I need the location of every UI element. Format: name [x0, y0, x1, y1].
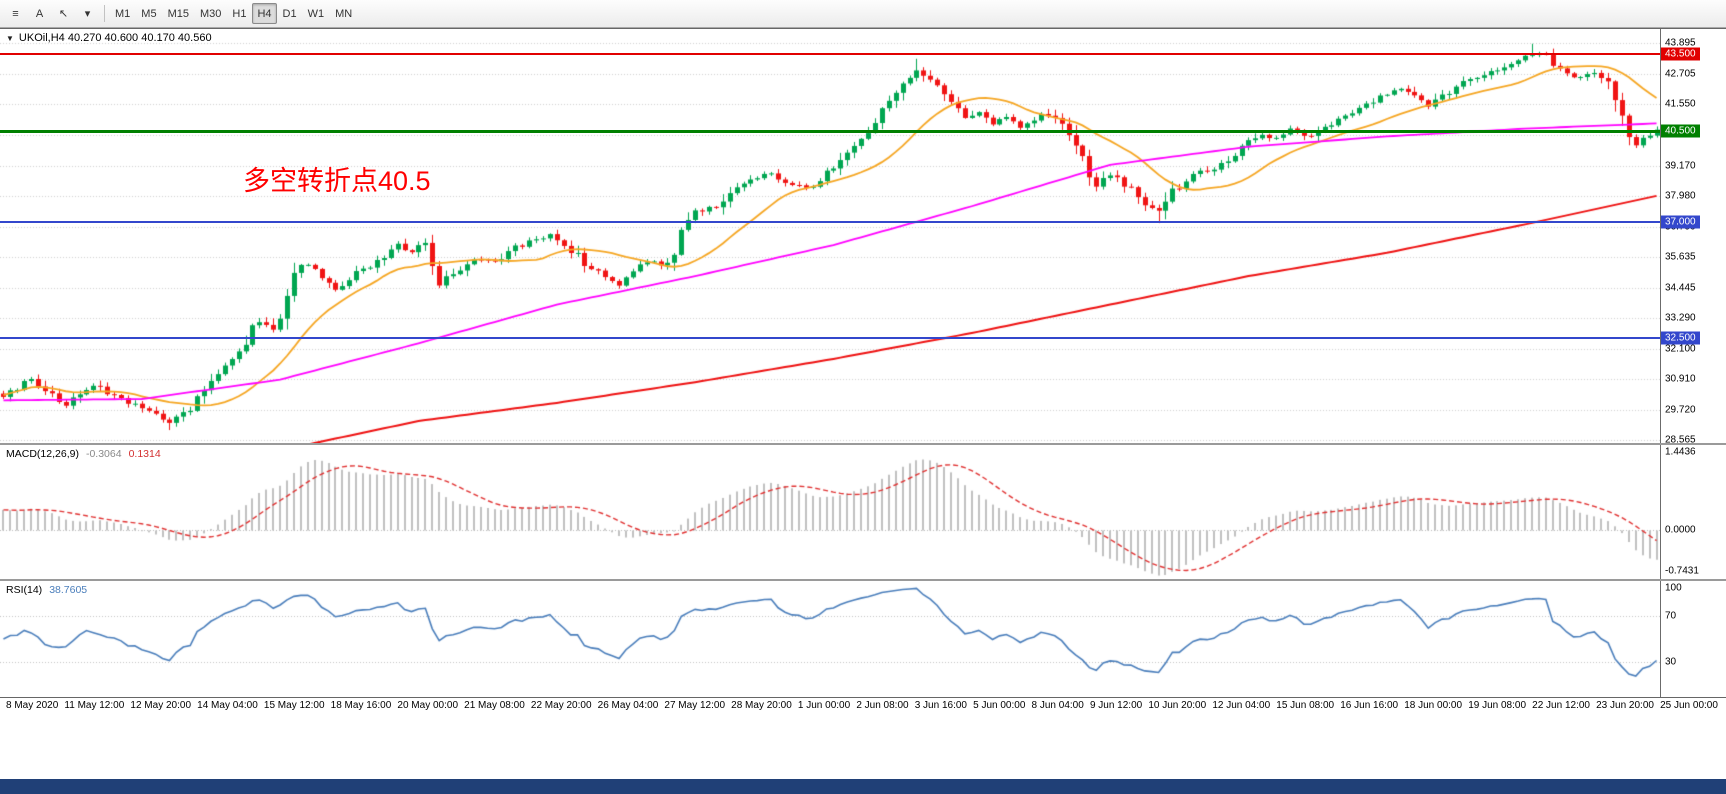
time-label: 8 May 2020 [6, 700, 59, 711]
price-axis-label: 32.100 [1665, 343, 1696, 355]
macd-axis-label: 1.4436 [1665, 446, 1696, 458]
candlestick-chart-canvas[interactable] [0, 29, 1660, 443]
timeframe-m1-button[interactable]: M1 [115, 7, 131, 20]
chart-annotation-text[interactable]: 多空转折点40.5 [243, 166, 431, 196]
time-label: 11 May 12:00 [64, 700, 125, 711]
price-badge-37.000: 37.000 [1661, 215, 1700, 229]
time-label: 1 Jun 00:00 [797, 700, 851, 711]
macd-signal-value: 0.1314 [128, 448, 161, 460]
time-label: 18 Jun 00:00 [1404, 700, 1463, 711]
time-label: 23 Jun 20:00 [1596, 700, 1654, 711]
horizontal-lines-layer [0, 29, 1660, 443]
price-axis-label: 39.170 [1665, 160, 1696, 172]
time-label: 12 May 20:00 [130, 700, 192, 711]
rsi-axis: 100 70 30 [1660, 581, 1726, 697]
time-label: 25 Jun 00:00 [1660, 700, 1718, 711]
timeframe-h4-button[interactable]: H4 [252, 3, 277, 24]
time-label: 21 May 08:00 [464, 700, 525, 711]
macd-axis-label: 0.0000 [1665, 524, 1696, 536]
bottom-status-bar [0, 779, 1726, 794]
toolbar-separator [104, 5, 105, 22]
price-axis: 43.89542.70541.55040.36039.17037.98036.7… [1660, 29, 1726, 446]
price-axis-label: 29.720 [1665, 404, 1696, 416]
price-axis-label: 28.565 [1665, 434, 1696, 446]
time-label: 3 Jun 16:00 [914, 700, 967, 711]
macd-name: MACD(12,26,9) [6, 448, 79, 460]
price-badge-43.500: 43.500 [1661, 47, 1700, 61]
line-studies-icon[interactable]: ≡ [12, 7, 19, 20]
rsi-chart-canvas[interactable] [0, 581, 1660, 697]
horizontal-line-40.500[interactable] [0, 129, 1660, 133]
time-label: 20 May 00:00 [397, 700, 459, 711]
chart-title: ▼ UKOil,H4 40.270 40.600 40.170 40.560 [6, 32, 212, 44]
price-badge-40.500: 40.500 [1661, 124, 1700, 138]
macd-label: MACD(12,26,9) -0.3064 0.1314 [6, 448, 161, 460]
timeframe-d1-button[interactable]: D1 [282, 7, 297, 20]
price-chart-panel[interactable]: ▼ UKOil,H4 40.270 40.600 40.170 40.560 多… [0, 28, 1726, 446]
rsi-label: RSI(14) 38.7605 [6, 584, 87, 596]
time-label: 12 Jun 04:00 [1212, 700, 1271, 711]
macd-main-value: -0.3064 [85, 448, 122, 460]
price-axis-label: 37.980 [1665, 190, 1696, 202]
timeframe-w1-button[interactable]: W1 [307, 7, 325, 20]
macd-axis: 1.4436 0.0000 -0.7431 [1660, 445, 1726, 579]
toolbar: ≡ A ↖ ▾ M1 M5 M15 M30 H1 H4 D1 W1 MN [0, 0, 1726, 28]
price-badge-32.500: 32.500 [1661, 331, 1700, 345]
horizontal-line-32.500[interactable] [0, 337, 1660, 340]
time-label: 27 May 12:00 [664, 700, 726, 711]
macd-axis-label: -0.7431 [1665, 565, 1699, 577]
symbol-ohlc-label: UKOil,H4 40.270 40.600 40.170 40.560 [18, 32, 212, 44]
time-label: 26 May 04:00 [597, 700, 659, 711]
timeframe-button-group: M1 M5 M15 M30 H1 H4 D1 W1 MN [110, 3, 357, 24]
more-tools-dropdown[interactable]: ▾ [84, 8, 91, 20]
price-axis-label: 43.895 [1665, 37, 1696, 49]
price-axis-label: 42.705 [1665, 68, 1696, 80]
horizontal-line-37.000[interactable] [0, 220, 1660, 223]
price-axis-label: 33.290 [1665, 312, 1696, 324]
rsi-axis-label: 30 [1665, 656, 1677, 668]
time-label: 18 May 16:00 [330, 700, 392, 711]
macd-chart-canvas[interactable] [0, 445, 1660, 579]
time-label: 10 Jun 20:00 [1148, 700, 1207, 711]
horizontal-line-43.500[interactable] [0, 52, 1660, 55]
time-label: 22 Jun 12:00 [1532, 700, 1590, 711]
timeframe-m15-button[interactable]: M15 [167, 7, 189, 20]
time-label: 8 Jun 04:00 [1031, 700, 1084, 711]
rsi-name: RSI(14) [6, 584, 43, 596]
time-label: 9 Jun 12:00 [1089, 700, 1143, 711]
time-axis: 8 May 2020 11 May 12:00 12 May 20:00 14 May… [0, 697, 1726, 715]
cursor-tool-button[interactable]: ↖ [58, 8, 69, 20]
chart-dropdown-icon[interactable]: ▼ [6, 33, 14, 43]
time-label: 2 Jun 08:00 [856, 700, 909, 711]
time-label: 14 May 04:00 [197, 700, 258, 711]
time-label: 19 Jun 08:00 [1468, 700, 1527, 711]
time-label: 22 May 20:00 [530, 700, 592, 711]
rsi-axis-label: 100 [1665, 582, 1682, 594]
time-label: 15 May 12:00 [263, 700, 325, 711]
timeframe-m5-button[interactable]: M5 [141, 7, 157, 20]
time-label: 16 Jun 16:00 [1340, 700, 1399, 711]
macd-indicator-panel[interactable]: MACD(12,26,9) -0.3064 0.1314 1.4436 0.000… [0, 443, 1726, 579]
time-label: 28 May 20:00 [731, 700, 792, 711]
toolbar-tools-group: ≡ A ↖ ▾ [4, 3, 99, 24]
rsi-indicator-panel[interactable]: RSI(14) 38.7605 100 70 30 [0, 579, 1726, 697]
timeframe-h1-button[interactable]: H1 [232, 7, 247, 20]
time-label: 5 Jun 00:00 [973, 700, 1026, 711]
text-tool-button[interactable]: A [35, 7, 44, 20]
price-axis-label: 34.445 [1665, 282, 1696, 294]
price-axis-label: 30.910 [1665, 373, 1696, 385]
timeframe-mn-button[interactable]: MN [335, 7, 353, 20]
rsi-axis-label: 70 [1665, 610, 1677, 622]
time-label: 15 Jun 08:00 [1276, 700, 1335, 711]
timeframe-m30-button[interactable]: M30 [199, 7, 222, 20]
price-axis-label: 41.550 [1665, 98, 1696, 110]
price-axis-label: 35.635 [1665, 251, 1696, 263]
rsi-value: 38.7605 [49, 584, 88, 596]
